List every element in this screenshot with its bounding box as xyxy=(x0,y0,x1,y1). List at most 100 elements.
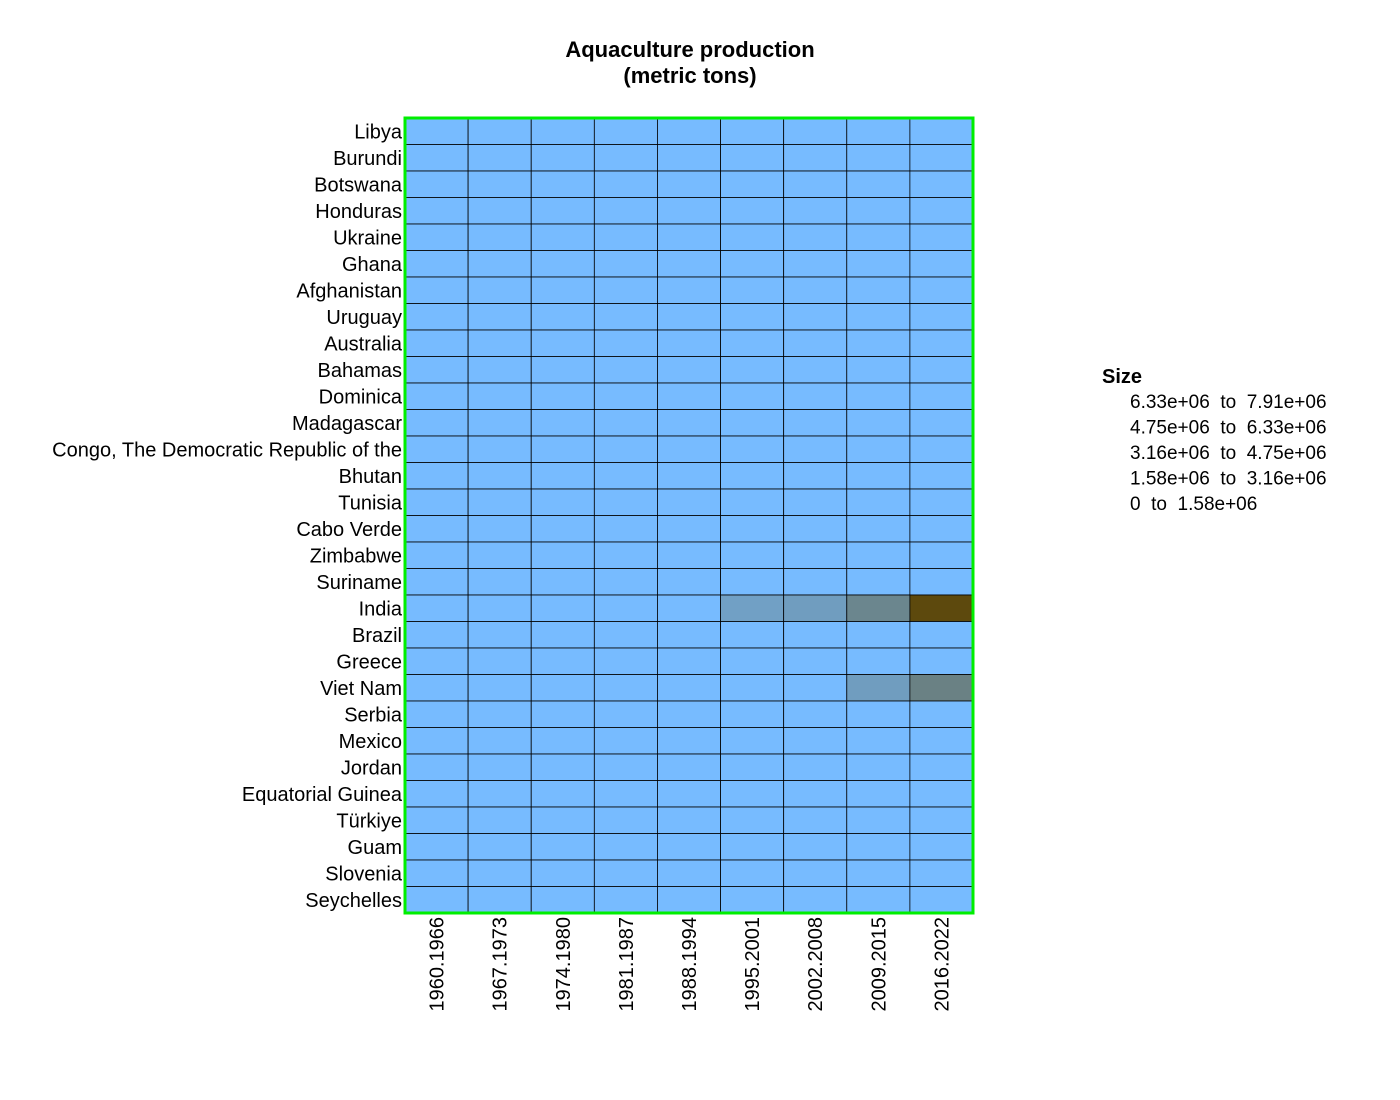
heatmap-cell xyxy=(909,117,974,145)
heatmap-cell xyxy=(467,435,532,463)
heatmap-cell xyxy=(846,700,911,728)
heatmap-cell xyxy=(593,409,658,437)
heatmap-cell xyxy=(404,594,469,622)
heatmap-cell xyxy=(657,144,721,172)
heatmap-cell xyxy=(909,329,974,357)
heatmap-cell xyxy=(846,144,911,172)
heatmap-cell xyxy=(593,197,658,225)
legend-entry: 1.58e+06 to 3.16e+06 xyxy=(1130,469,1327,490)
heatmap-cell xyxy=(783,859,848,887)
row-label: Uruguay xyxy=(326,307,402,329)
heatmap-cell xyxy=(404,886,469,914)
column-label: 1974.1980 xyxy=(553,917,575,1012)
heatmap-cell xyxy=(593,329,658,357)
heatmap-cell xyxy=(404,409,469,437)
heatmap-cell xyxy=(593,780,658,808)
heatmap-cell xyxy=(909,753,974,781)
heatmap-cell xyxy=(720,727,785,755)
row-label: Ukraine xyxy=(333,227,402,249)
heatmap-cell xyxy=(720,859,785,887)
heatmap-cell xyxy=(467,621,532,649)
heatmap-cell xyxy=(467,409,532,437)
legend: Size 6.33e+06 to 7.91e+06 4.75e+06 to 6.3… xyxy=(1102,366,1327,515)
heatmap-cell xyxy=(846,117,911,145)
heatmap-cell xyxy=(909,303,974,331)
heatmap-cell xyxy=(846,515,911,543)
heatmap-cell xyxy=(909,276,974,304)
row-label: Jordan xyxy=(341,757,402,779)
heatmap-cell xyxy=(530,250,595,278)
heatmap-cell xyxy=(530,859,595,887)
heatmap-cell xyxy=(657,859,721,887)
heatmap-cell xyxy=(467,170,532,198)
row-label: Greece xyxy=(336,651,402,673)
heatmap-cell xyxy=(846,435,911,463)
heatmap-cell xyxy=(783,303,848,331)
heatmap-cell xyxy=(593,382,658,410)
heatmap-cell xyxy=(846,356,911,384)
heatmap-cell xyxy=(720,223,785,251)
heatmap-cell xyxy=(467,488,532,516)
heatmap-cell xyxy=(404,753,469,781)
heatmap-cell xyxy=(467,674,532,702)
heatmap-cell xyxy=(593,700,658,728)
row-label: Equatorial Guinea xyxy=(242,784,403,806)
row-label: Libya xyxy=(354,121,403,143)
heatmap-cell xyxy=(657,303,721,331)
row-label: Afghanistan xyxy=(296,280,402,302)
heatmap-cell xyxy=(720,329,785,357)
heatmap-cell xyxy=(783,594,848,622)
heatmap-cell xyxy=(846,806,911,834)
heatmap-cell xyxy=(657,435,721,463)
heatmap-cell xyxy=(467,197,532,225)
heatmap-cell xyxy=(909,647,974,675)
heatmap-cell xyxy=(404,647,469,675)
row-label: Serbia xyxy=(344,704,403,726)
heatmap-cell xyxy=(467,886,532,914)
heatmap-cell xyxy=(909,197,974,225)
heatmap-cell xyxy=(404,488,469,516)
heatmap-cell xyxy=(720,356,785,384)
heatmap-cell xyxy=(909,435,974,463)
heatmap-cell xyxy=(657,753,721,781)
heatmap-cell xyxy=(593,250,658,278)
heatmap-cell xyxy=(846,223,911,251)
heatmap-cell xyxy=(720,435,785,463)
heatmap-cell xyxy=(404,117,469,145)
heatmap-cell xyxy=(909,462,974,490)
heatmap-cell xyxy=(846,409,911,437)
heatmap-cell xyxy=(467,382,532,410)
heatmap-cell xyxy=(783,780,848,808)
heatmap-cell xyxy=(530,780,595,808)
chart-title-line-2: (metric tons) xyxy=(623,63,756,88)
row-label: Dominica xyxy=(319,386,403,408)
heatmap-cell xyxy=(846,488,911,516)
plot-frame xyxy=(403,116,975,915)
heatmap-cell xyxy=(720,541,785,569)
heatmap-cell xyxy=(467,515,532,543)
heatmap-cell xyxy=(720,170,785,198)
heatmap-cell xyxy=(593,647,658,675)
legend-entry: 3.16e+06 to 4.75e+06 xyxy=(1130,443,1327,464)
heatmap-cell xyxy=(593,727,658,755)
heatmap-cell xyxy=(720,568,785,596)
heatmap-cell xyxy=(530,382,595,410)
heatmap-cell xyxy=(657,833,721,861)
legend-entry: 4.75e+06 to 6.33e+06 xyxy=(1130,418,1327,439)
row-label: India xyxy=(359,598,403,620)
heatmap-cell xyxy=(530,727,595,755)
heatmap-cell xyxy=(846,170,911,198)
heatmap-cell xyxy=(783,197,848,225)
heatmap-cell xyxy=(909,515,974,543)
row-label: Seychelles xyxy=(305,890,402,912)
heatmap-cell xyxy=(909,356,974,384)
heatmap-cell xyxy=(467,250,532,278)
heatmap-cell xyxy=(783,356,848,384)
heatmap-cell xyxy=(657,515,721,543)
heatmap-cell xyxy=(530,303,595,331)
heatmap-cell xyxy=(909,621,974,649)
row-label: Madagascar xyxy=(292,413,402,435)
heatmap-cell xyxy=(404,806,469,834)
heatmap-cell xyxy=(657,250,721,278)
